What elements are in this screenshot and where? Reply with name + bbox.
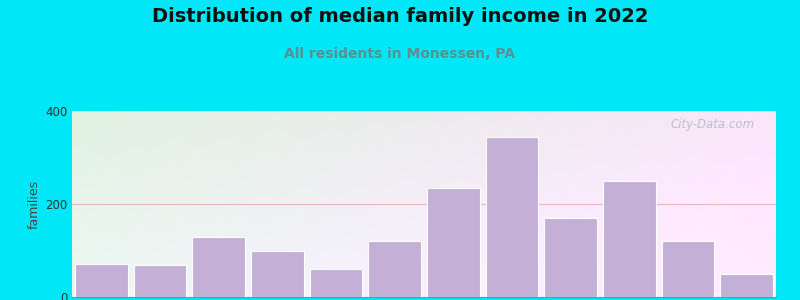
Bar: [75, 265, 128, 297]
Text: All residents in Monessen, PA: All residents in Monessen, PA: [285, 46, 515, 61]
Bar: [134, 266, 186, 297]
Bar: [310, 269, 362, 297]
Text: Distribution of median family income in 2022: Distribution of median family income in …: [152, 8, 648, 26]
Bar: [251, 250, 304, 297]
Bar: [544, 218, 597, 297]
Text: City-Data.com: City-Data.com: [670, 118, 755, 131]
Y-axis label: families: families: [28, 179, 41, 229]
Bar: [720, 274, 773, 297]
Bar: [427, 188, 480, 297]
Bar: [662, 241, 714, 297]
Bar: [486, 136, 538, 297]
Bar: [603, 181, 656, 297]
Bar: [368, 241, 421, 297]
Bar: [192, 236, 245, 297]
